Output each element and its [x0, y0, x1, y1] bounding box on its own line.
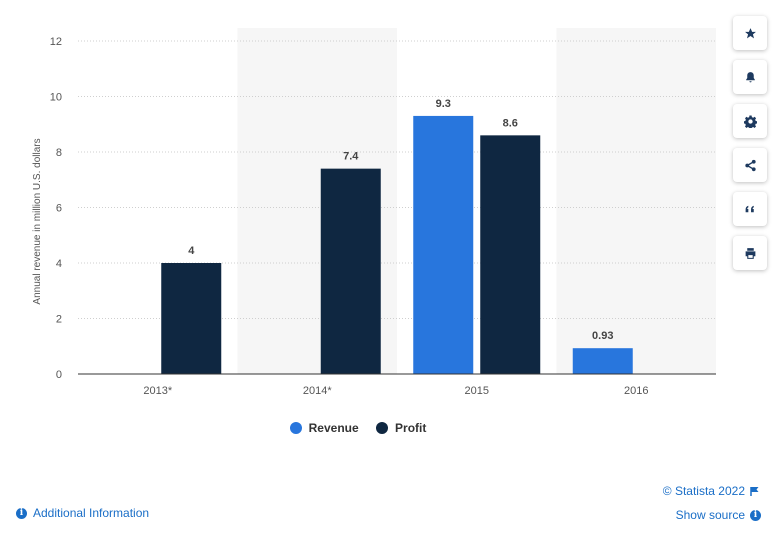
credit-label: © Statista 2022 — [662, 484, 745, 498]
y-tick-label: 4 — [56, 258, 62, 270]
y-axis-title: Annual revenue in million U.S. dollars — [32, 138, 43, 304]
gridlines — [78, 40, 716, 319]
data-label-revenue: 9.3 — [436, 98, 451, 110]
bar-profit[interactable] — [480, 135, 541, 374]
favorite-button[interactable] — [733, 16, 767, 50]
x-tick-label: 2016 — [624, 385, 648, 397]
bars — [161, 115, 633, 375]
legend-label-revenue: Revenue — [308, 421, 359, 435]
bar-revenue[interactable] — [572, 348, 633, 374]
x-axis-labels: 2013* 2014* 2015 2016 — [143, 385, 648, 397]
cite-button[interactable] — [733, 192, 767, 226]
legend: Revenue Profit — [0, 421, 716, 437]
notification-button[interactable] — [733, 60, 767, 94]
star-icon — [744, 27, 756, 38]
data-label-profit: 4 — [188, 245, 195, 257]
legend-item-profit[interactable]: Profit — [376, 421, 426, 435]
legend-label-profit: Profit — [395, 421, 427, 435]
y-tick-label: 0 — [56, 369, 62, 381]
x-tick-label: 2014* — [303, 385, 332, 397]
additional-information-label: Additional Information — [33, 506, 150, 520]
x-tick-label: 2013* — [143, 385, 172, 397]
bell-icon — [745, 71, 755, 82]
data-label-revenue: 0.93 — [592, 330, 613, 342]
data-label-profit: 8.6 — [503, 117, 518, 129]
bar-profit[interactable] — [320, 168, 381, 374]
print-icon — [745, 247, 755, 259]
legend-swatch-profit — [376, 422, 389, 434]
print-button[interactable] — [733, 236, 767, 270]
y-tick-label: 2 — [56, 314, 62, 326]
show-source-label: Show source — [675, 508, 745, 522]
y-tick-label: 6 — [56, 203, 62, 215]
info-icon: i — [750, 509, 761, 521]
y-axis-ticks: 0 2 4 6 8 10 12 — [50, 36, 62, 381]
statista-credit[interactable]: © Statista 2022 — [663, 484, 760, 498]
y-tick-label: 10 — [50, 92, 62, 104]
data-labels: 4 7.4 9.3 8.6 0.93 — [188, 98, 613, 342]
show-source-link[interactable]: Show source i — [676, 508, 761, 522]
category-bands — [237, 28, 716, 374]
info-icon: i — [16, 507, 27, 519]
x-tick-label: 2015 — [465, 385, 489, 397]
settings-button[interactable] — [733, 104, 767, 138]
y-tick-label: 8 — [56, 147, 62, 159]
share-icon — [744, 159, 756, 171]
legend-item-revenue[interactable]: Revenue — [289, 421, 359, 435]
y-tick-label: 12 — [50, 36, 62, 48]
share-button[interactable] — [733, 148, 767, 182]
flag-icon — [750, 486, 759, 496]
category-band — [556, 28, 716, 374]
bar-profit[interactable] — [161, 263, 222, 374]
legend-swatch-revenue — [289, 422, 302, 434]
bar-revenue[interactable] — [413, 115, 474, 375]
quote-icon — [745, 205, 754, 212]
additional-information-link[interactable]: i Additional Information — [16, 506, 149, 520]
data-label-profit: 7.4 — [343, 151, 359, 163]
gear-icon — [743, 115, 757, 128]
side-toolbar — [733, 16, 767, 280]
